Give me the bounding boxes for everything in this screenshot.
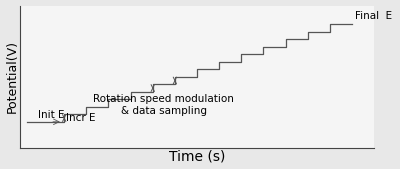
Text: Init E: Init E [38,110,65,119]
Text: Rotation speed modulation
& data sampling: Rotation speed modulation & data samplin… [93,94,234,116]
Text: Incr E: Incr E [66,113,96,123]
X-axis label: Time (s): Time (s) [169,149,225,163]
Y-axis label: Potential(V): Potential(V) [6,40,18,113]
Text: Final  E: Final E [355,11,392,21]
